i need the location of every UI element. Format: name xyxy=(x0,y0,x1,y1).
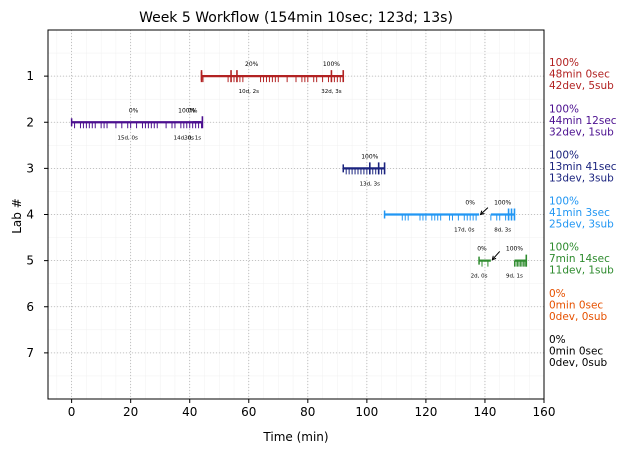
percent-label: 100% xyxy=(506,246,523,253)
lab-3-summary-line: 100% xyxy=(549,149,579,161)
lab-4-summary-line: 25dev, 3sub xyxy=(549,219,614,231)
x-tick-label: 80 xyxy=(300,405,315,419)
lab-6-summary-line: 0dev, 0sub xyxy=(549,311,608,323)
y-tick-label: 5 xyxy=(26,254,34,268)
segment-label: 15d, 0s xyxy=(118,135,138,141)
lab-5-summary-line: 100% xyxy=(549,242,579,254)
x-tick-label: 120 xyxy=(414,405,437,419)
x-tick-label: 60 xyxy=(241,405,256,419)
gap-arrow-head xyxy=(479,210,485,216)
gap-arrow xyxy=(480,207,489,215)
segment-label: 32d, 3s xyxy=(321,89,341,95)
percent-label: 0% xyxy=(477,246,487,253)
x-tick-label: 160 xyxy=(533,405,556,419)
x-tick-label: 20 xyxy=(123,405,138,419)
segment-label: 17d, 0s xyxy=(454,228,474,234)
segment-label: 2d, 0s xyxy=(471,274,488,280)
y-tick-label: 4 xyxy=(26,208,34,222)
x-tick-label: 0 xyxy=(68,405,76,419)
lab-5-summary-line: 7min 14sec xyxy=(549,253,610,265)
x-axis-label: Time (min) xyxy=(262,430,328,444)
lab-6-summary-line: 0min 0sec xyxy=(549,299,603,311)
segment-label: 9d, 1s xyxy=(506,274,523,280)
lab-6-summary-line: 0% xyxy=(549,288,566,300)
lab-4-summary-line: 100% xyxy=(549,196,579,208)
lab-7-summary-line: 0min 0sec xyxy=(549,345,603,357)
lab-7-summary-line: 0dev, 0sub xyxy=(549,357,608,369)
percent-label: 0% xyxy=(188,107,198,114)
y-tick-label: 1 xyxy=(26,69,34,83)
lab-7-summary-line: 0% xyxy=(549,334,566,346)
x-tick-label: 40 xyxy=(182,405,197,419)
y-tick-label: 3 xyxy=(26,161,34,175)
lab-3-summary-line: 13dev, 3sub xyxy=(549,172,614,184)
percent-label: 100% xyxy=(494,200,511,207)
y-tick-label: 2 xyxy=(26,115,34,129)
segment-label: 10d, 2s xyxy=(239,89,259,95)
y-axis-label: Lab # xyxy=(10,198,24,234)
y-tick-label: 7 xyxy=(26,346,34,360)
y-tick-label: 6 xyxy=(26,300,34,314)
segment-label: 14d, 0s xyxy=(174,135,194,141)
lab-4-summary-line: 41min 3sec xyxy=(549,207,610,219)
lab-1-summary-line: 42dev, 5sub xyxy=(549,80,614,92)
percent-label: 0% xyxy=(465,200,475,207)
segment-label: 13d, 3s xyxy=(360,181,380,187)
percent-label: 100% xyxy=(178,107,195,114)
percent-label: 100% xyxy=(361,153,378,160)
axis-ticks: 0 20 40 60 80 100 120 140 160 1 2 3 4 5 6 7 xyxy=(26,69,555,419)
lab-2-summary-line: 100% xyxy=(549,103,579,115)
gap-arrow xyxy=(491,251,501,261)
lab-1-summary-line: 100% xyxy=(549,57,579,69)
segment-label: 8d, 3s xyxy=(494,228,511,234)
percent-label: 100% xyxy=(323,61,340,68)
lab-3-summary-line: 13min 41sec xyxy=(549,161,617,173)
lab-5-summary-line: 11dev, 1sub xyxy=(549,265,614,277)
lab-1-summary-line: 48min 0sec xyxy=(549,69,610,81)
chart-title: Week 5 Workflow (154min 10sec; 123d; 13s… xyxy=(139,10,453,26)
segment-label: 3d, 1s xyxy=(184,135,201,141)
lab-2-summary-line: 44min 12sec xyxy=(549,115,617,127)
percent-label: 20% xyxy=(245,61,259,68)
x-tick-label: 140 xyxy=(473,405,496,419)
x-tick-label: 100 xyxy=(355,405,378,419)
gap-arrow-head xyxy=(491,255,497,261)
lab-2-summary-line: 32dev, 1sub xyxy=(549,126,614,138)
percent-label: 0% xyxy=(129,107,139,114)
